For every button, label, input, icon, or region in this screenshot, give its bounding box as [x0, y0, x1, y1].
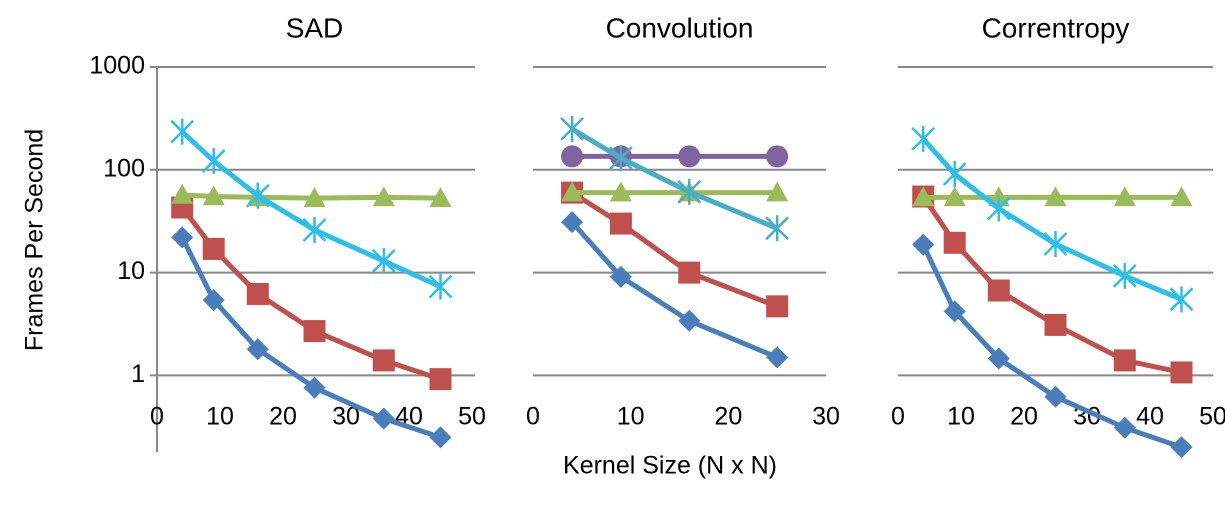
marker [766, 295, 789, 318]
series-line [921, 137, 1183, 302]
marker [766, 346, 789, 369]
x-tick-label: 50 [458, 403, 486, 431]
series-line [570, 220, 779, 360]
series-line [920, 243, 1183, 450]
marker [986, 195, 1011, 222]
marker [1169, 286, 1194, 313]
y-tick-label: 1000 [89, 52, 145, 80]
y-tick-label: 100 [103, 154, 145, 182]
x-tick-label: 0 [526, 403, 540, 431]
marker [560, 115, 584, 142]
marker [1044, 186, 1067, 207]
marker [246, 282, 269, 305]
chart-title: SAD [286, 12, 344, 43]
marker [987, 279, 1010, 302]
marker [609, 145, 633, 172]
marker [428, 273, 453, 300]
marker [561, 211, 584, 234]
marker [1113, 186, 1136, 207]
y-axis-label: Frames Per Second [21, 129, 49, 351]
x-tick-label: 10 [617, 403, 645, 431]
marker [202, 289, 225, 312]
marker [766, 145, 789, 168]
series-line [570, 126, 779, 231]
marker [677, 178, 702, 205]
marker [766, 181, 789, 202]
marker [678, 261, 701, 284]
marker [429, 368, 452, 391]
marker [171, 183, 194, 204]
marker [678, 309, 701, 332]
x-tick-label: 20 [714, 403, 742, 431]
marker [170, 118, 195, 145]
marker [371, 247, 396, 274]
x-tick-label: 20 [269, 403, 297, 431]
marker [943, 186, 966, 207]
marker [765, 215, 790, 242]
chart-title: Convolution [606, 12, 754, 43]
series-line [570, 190, 779, 309]
chart-title: Correntropy [982, 12, 1130, 43]
marker [1170, 361, 1193, 384]
marker [202, 237, 225, 260]
marker [912, 233, 935, 256]
marker [1170, 436, 1193, 459]
marker [678, 145, 701, 168]
marker [1043, 230, 1068, 257]
marker [561, 145, 584, 168]
marker [372, 186, 395, 207]
marker [201, 147, 226, 174]
x-tick-label: 0 [150, 403, 164, 431]
marker [911, 125, 936, 152]
x-tick-label: 0 [891, 403, 905, 431]
marker [171, 226, 194, 249]
marker [429, 187, 452, 207]
marker [303, 320, 326, 343]
marker [303, 376, 326, 399]
marker [609, 265, 632, 288]
marker [1113, 349, 1136, 372]
x-tick-label: 10 [947, 403, 975, 431]
marker [303, 187, 326, 207]
x-axis-label: Kernel Size (N x N) [563, 452, 777, 480]
x-tick-label: 50 [1199, 403, 1225, 431]
marker [202, 185, 225, 206]
x-tick-label: 10 [206, 403, 234, 431]
y-tick-label: 10 [117, 257, 145, 285]
marker [245, 182, 270, 209]
y-tick-label: 1 [131, 360, 145, 388]
x-tick-label: 40 [1136, 403, 1164, 431]
marker [1112, 262, 1137, 289]
series-line [179, 236, 442, 440]
x-tick-label: 20 [1010, 403, 1038, 431]
marker [1044, 313, 1067, 336]
marker [987, 347, 1010, 370]
marker [246, 338, 269, 361]
marker [609, 212, 632, 235]
marker [609, 181, 632, 202]
marker [912, 186, 935, 207]
marker [943, 231, 966, 254]
marker [1170, 186, 1193, 207]
marker [372, 407, 395, 430]
marker [429, 426, 452, 449]
marker [561, 181, 584, 202]
x-tick-label: 30 [812, 403, 840, 431]
marker [1044, 385, 1067, 408]
marker [372, 349, 395, 372]
marker [302, 216, 327, 243]
marker [1113, 416, 1136, 439]
marker [943, 300, 966, 323]
marker [942, 161, 967, 188]
